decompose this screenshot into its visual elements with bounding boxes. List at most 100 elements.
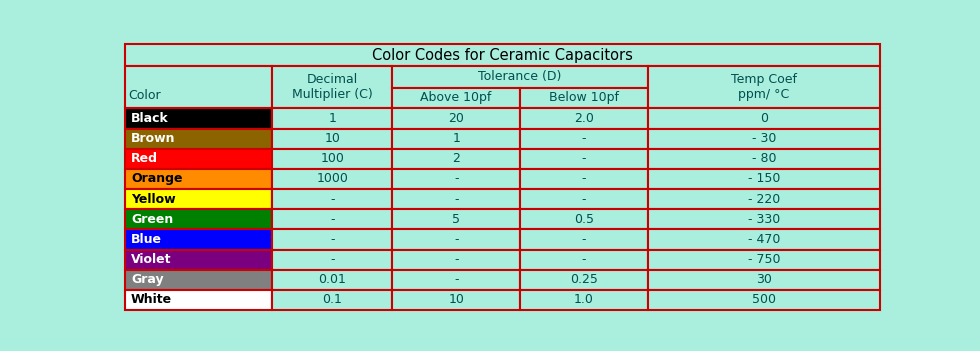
Text: Green: Green [131,213,173,226]
Bar [392,209,520,230]
Text: Brown: Brown [131,132,175,145]
Text: 0.5: 0.5 [574,213,594,226]
Text: White: White [131,293,172,306]
Bar [124,169,272,189]
Text: Red: Red [131,152,158,165]
Bar [392,250,520,270]
Bar [392,66,648,87]
Bar [124,128,272,149]
Text: Below 10pf: Below 10pf [549,92,619,105]
Bar [520,189,648,209]
Text: 1.0: 1.0 [574,293,594,306]
Text: Tolerance (D): Tolerance (D) [478,70,562,83]
Bar [124,189,272,209]
Text: 10: 10 [448,293,465,306]
Bar [392,270,520,290]
Text: -: - [582,172,586,185]
Bar [272,189,392,209]
Bar [272,230,392,250]
Text: 2.0: 2.0 [574,112,594,125]
Text: - 330: - 330 [748,213,780,226]
Text: 30: 30 [756,273,772,286]
Text: -: - [330,253,334,266]
Bar [124,108,272,128]
Bar [124,230,272,250]
Bar [392,87,520,108]
Text: 1: 1 [452,132,460,145]
Text: -: - [330,193,334,206]
Bar [648,270,880,290]
Bar [272,66,392,108]
Text: - 470: - 470 [748,233,780,246]
Text: -: - [582,152,586,165]
Text: -: - [330,233,334,246]
Text: Color: Color [128,89,162,102]
Text: Above 10pf: Above 10pf [420,92,492,105]
Bar [392,149,520,169]
Bar [272,270,392,290]
Bar [520,290,648,310]
Text: 0.01: 0.01 [318,273,346,286]
Text: Decimal
Multiplier (C): Decimal Multiplier (C) [292,73,372,101]
Text: 100: 100 [320,152,344,165]
Bar [648,290,880,310]
Text: 1000: 1000 [317,172,348,185]
Bar [124,270,272,290]
Text: 2: 2 [452,152,460,165]
Text: -: - [454,193,459,206]
Text: -: - [454,253,459,266]
Text: Temp Coef
ppm/ °C: Temp Coef ppm/ °C [731,73,797,101]
Bar [648,108,880,128]
Bar [520,169,648,189]
Bar [124,66,272,108]
Bar [648,189,880,209]
Bar [124,45,880,66]
Text: Blue: Blue [131,233,162,246]
Text: -: - [454,233,459,246]
Text: Yellow: Yellow [131,193,175,206]
Bar [124,149,272,169]
Bar [272,290,392,310]
Bar [648,149,880,169]
Text: Black: Black [131,112,169,125]
Text: -: - [582,253,586,266]
Bar [124,209,272,230]
Text: 0: 0 [760,112,767,125]
Bar [520,230,648,250]
Bar [648,128,880,149]
Text: 20: 20 [448,112,465,125]
Text: Orange: Orange [131,172,182,185]
Text: - 30: - 30 [752,132,776,145]
Bar [520,87,648,108]
Text: - 80: - 80 [752,152,776,165]
Text: - 750: - 750 [748,253,780,266]
Bar [520,270,648,290]
Bar [272,149,392,169]
Text: 0.25: 0.25 [570,273,598,286]
Bar [392,230,520,250]
Bar [520,108,648,128]
Text: 1: 1 [328,112,336,125]
Bar [520,149,648,169]
Bar [520,209,648,230]
Bar [272,108,392,128]
Bar [272,209,392,230]
Bar [392,290,520,310]
Bar [648,209,880,230]
Text: -: - [582,132,586,145]
Text: -: - [330,213,334,226]
Bar [272,169,392,189]
Text: -: - [582,193,586,206]
Text: 0.1: 0.1 [322,293,342,306]
Bar [648,230,880,250]
Text: Color Codes for Ceramic Capacitors: Color Codes for Ceramic Capacitors [371,48,633,63]
Bar [520,250,648,270]
Text: 10: 10 [324,132,340,145]
Bar [392,108,520,128]
Bar [648,169,880,189]
Bar [124,250,272,270]
Bar [272,128,392,149]
Bar [392,169,520,189]
Bar [648,66,880,108]
Text: - 220: - 220 [748,193,780,206]
